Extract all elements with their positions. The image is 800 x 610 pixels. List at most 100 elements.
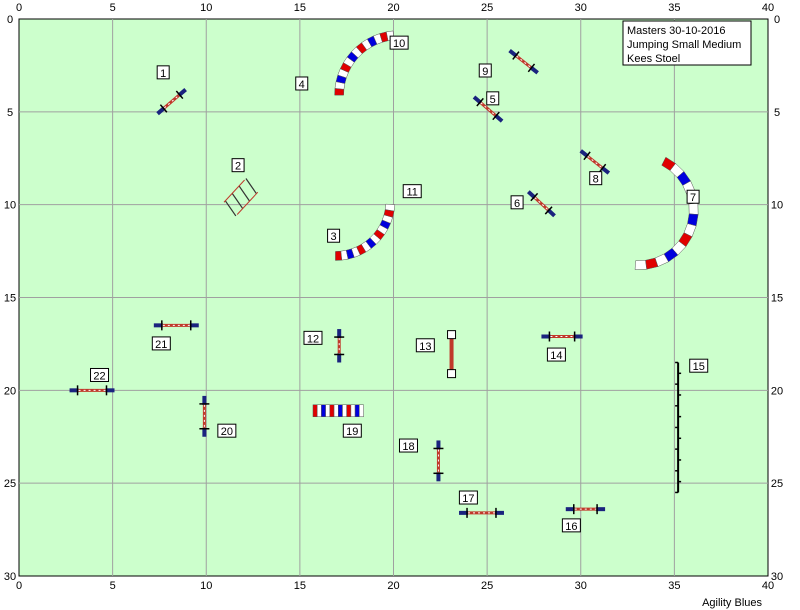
- obstacle-number-box: [342, 423, 362, 438]
- jump-post: [476, 97, 484, 107]
- tunnel-19: [312, 404, 364, 418]
- jump-5: [472, 95, 504, 123]
- obstacle-number-18: 18: [398, 438, 418, 453]
- obstacle-number-text: 3: [331, 231, 337, 243]
- tire-slat: [224, 200, 237, 217]
- obstacle-number-9: 9: [478, 63, 492, 78]
- tunnel-segment: [359, 404, 364, 418]
- obstacle-number-7: 7: [686, 189, 700, 204]
- jump-22: [69, 385, 115, 396]
- x-tick-label-top: 15: [294, 2, 306, 14]
- x-tick-label-top: 5: [110, 2, 116, 14]
- jump-post: [527, 63, 536, 73]
- tunnel-7: [634, 156, 699, 270]
- x-tick-label-bottom: 5: [110, 580, 116, 592]
- x-tick-label-top: 40: [762, 2, 774, 14]
- y-tick-label-right: 20: [771, 385, 783, 397]
- obstacle-number-text: 18: [402, 441, 414, 453]
- y-tick-label-left: 0: [7, 14, 13, 26]
- x-tick-label-top: 10: [200, 2, 212, 14]
- y-tick-label-right: 30: [771, 571, 783, 583]
- jump-18: [433, 440, 444, 482]
- obstacle-number-6: 6: [510, 195, 524, 210]
- x-tick-label-top: 0: [16, 2, 22, 14]
- jump-9: [508, 48, 539, 75]
- obstacle-number-20: 20: [217, 423, 237, 438]
- course-info-box: Masters 30-10-2016 Jumping Small Medium Ke…: [622, 20, 752, 66]
- obstacle-number-1: 1: [156, 65, 170, 80]
- tunnel-segment: [634, 260, 647, 270]
- obstacle-number-box: [295, 76, 309, 91]
- obstacle-number-text: 10: [393, 38, 405, 50]
- jump-post: [175, 90, 184, 100]
- jump-post: [512, 51, 520, 60]
- tunnel-segment: [316, 404, 322, 418]
- tunnel-segment: [329, 404, 335, 418]
- x-tick-label-bottom: 30: [575, 580, 587, 592]
- tire-rail: [236, 191, 259, 215]
- y-tick-label-right: 10: [771, 200, 783, 212]
- obstacle-number-11: 11: [402, 184, 422, 199]
- obstacle-number-box: [546, 347, 566, 362]
- obstacle-number-text: 8: [593, 174, 599, 186]
- x-tick-label-top: 30: [575, 2, 587, 14]
- jump-bar: [586, 155, 603, 169]
- info-box: [622, 20, 752, 66]
- jump-bar: [533, 196, 549, 211]
- obstacle-number-text: 7: [690, 192, 696, 204]
- obstacle-number-text: 19: [346, 426, 358, 438]
- obstacle-number-12: 12: [303, 330, 323, 345]
- obstacle-number-14: 14: [546, 347, 566, 362]
- y-tick-label-left: 15: [4, 293, 16, 305]
- obstacle-number-box: [689, 358, 709, 373]
- y-tick-label-right: 0: [774, 14, 780, 26]
- obstacle-number-text: 6: [514, 198, 520, 210]
- obstacle-number-box: [151, 336, 171, 351]
- obstacle-number-box: [389, 35, 409, 50]
- obstacle-number-box: [303, 330, 323, 345]
- obstacle-number-box: [458, 490, 478, 505]
- obstacle-number-text: 1: [160, 68, 166, 80]
- y-tick-label-right: 25: [771, 478, 783, 490]
- tunnel-segment: [342, 404, 347, 418]
- tunnel-segment: [350, 404, 356, 418]
- obstacle-number-box: [231, 158, 245, 173]
- obstacle-number-box: [589, 171, 603, 186]
- x-tick-label-bottom: 0: [16, 580, 22, 592]
- jump-post: [583, 151, 591, 161]
- tunnel-segment: [333, 404, 339, 418]
- tunnel-segment: [354, 404, 360, 418]
- y-tick-label-left: 5: [7, 107, 13, 119]
- tunnel-segment: [384, 203, 396, 212]
- obstacle-number-text: 9: [482, 66, 488, 78]
- obstacle-number-16: 16: [561, 518, 581, 533]
- jump-12: [334, 329, 345, 363]
- obstacle-number-text: 2: [235, 161, 241, 173]
- y-tick-label-left: 20: [4, 385, 16, 397]
- obstacle-number-19: 19: [342, 423, 362, 438]
- obstacle-number-13: 13: [415, 338, 435, 353]
- x-tick-label-bottom: 40: [762, 580, 774, 592]
- jump-post: [530, 192, 539, 202]
- obstacle-number-4: 4: [295, 76, 309, 91]
- info-line: Jumping Small Medium: [627, 39, 741, 51]
- tunnel-segment: [346, 404, 352, 418]
- tunnel-segment: [325, 404, 331, 418]
- obstacle-number-3: 3: [327, 228, 341, 243]
- obstacle-number-10: 10: [389, 35, 409, 50]
- obstacle-number-box: [156, 65, 170, 80]
- info-line: Masters 30-10-2016: [627, 25, 725, 37]
- jump-21: [153, 320, 199, 331]
- obstacle-number-text: 16: [565, 521, 577, 533]
- obstacle-number-text: 17: [462, 493, 474, 505]
- jump-post: [598, 163, 607, 173]
- x-tick-label-bottom: 35: [668, 580, 680, 592]
- tunnel-segment: [321, 404, 326, 418]
- obstacle-number-box: [510, 195, 524, 210]
- y-tick-label-left: 25: [4, 478, 16, 490]
- jump-20: [199, 395, 210, 437]
- obstacle-number-box: [398, 438, 418, 453]
- obstacle-number-2: 2: [231, 158, 245, 173]
